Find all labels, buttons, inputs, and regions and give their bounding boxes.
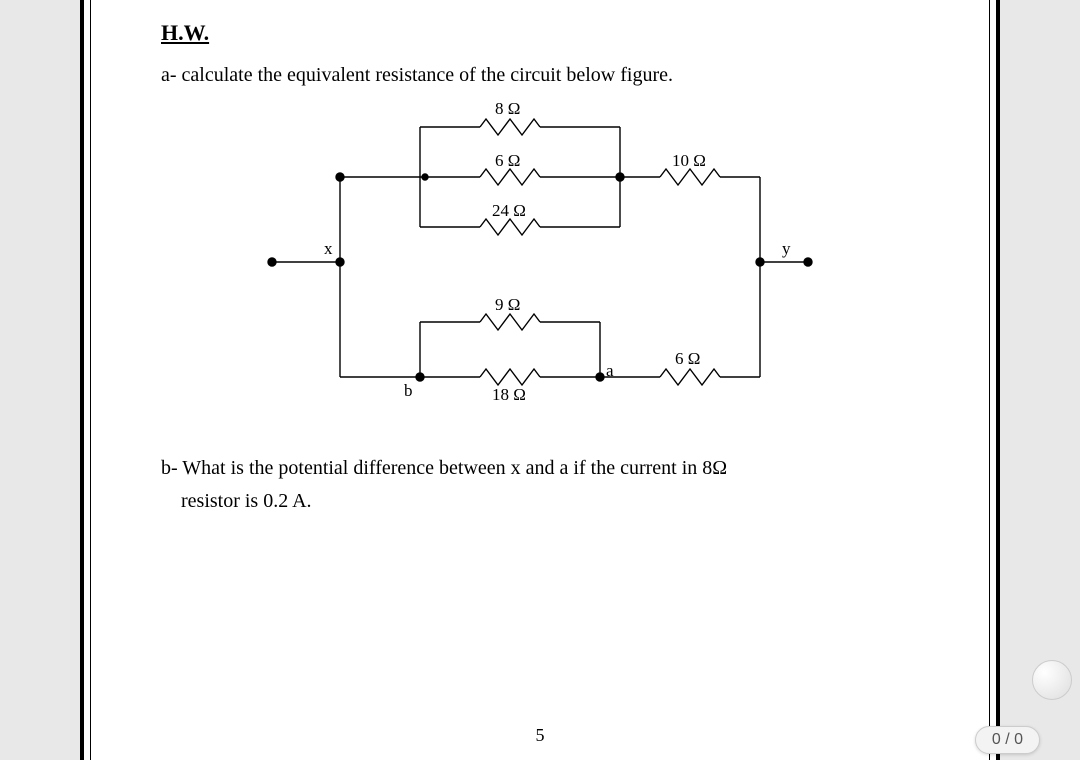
node-x: x	[324, 239, 333, 259]
page-nav-indicator[interactable]: 0 / 0	[975, 726, 1040, 754]
question-a: a- calculate the equivalent resistance o…	[161, 64, 919, 87]
r-24: 24 Ω	[492, 201, 526, 221]
circuit-svg	[260, 97, 820, 427]
r-8: 8 Ω	[495, 99, 520, 119]
page-number: 5	[91, 725, 989, 746]
r-6b: 6 Ω	[675, 349, 700, 369]
r-10: 10 Ω	[672, 151, 706, 171]
scroll-affordance-icon[interactable]	[1032, 660, 1072, 700]
question-b-line2: resistor is 0.2 A.	[161, 490, 919, 513]
r-18: 18 Ω	[492, 385, 526, 405]
r-9: 9 Ω	[495, 295, 520, 315]
node-b: b	[404, 381, 413, 401]
hw-heading: H.W.	[161, 20, 919, 46]
page-content: H.W. a- calculate the equivalent resista…	[90, 0, 990, 760]
r-6a: 6 Ω	[495, 151, 520, 171]
page: H.W. a- calculate the equivalent resista…	[80, 0, 1000, 760]
circuit-diagram: 8 Ω 6 Ω 10 Ω 24 Ω 9 Ω 18 Ω 6 Ω x y a b	[260, 97, 820, 427]
node-y: y	[782, 239, 791, 259]
node-a: a	[606, 361, 614, 381]
question-b-line1: b- What is the potential difference betw…	[161, 457, 919, 480]
